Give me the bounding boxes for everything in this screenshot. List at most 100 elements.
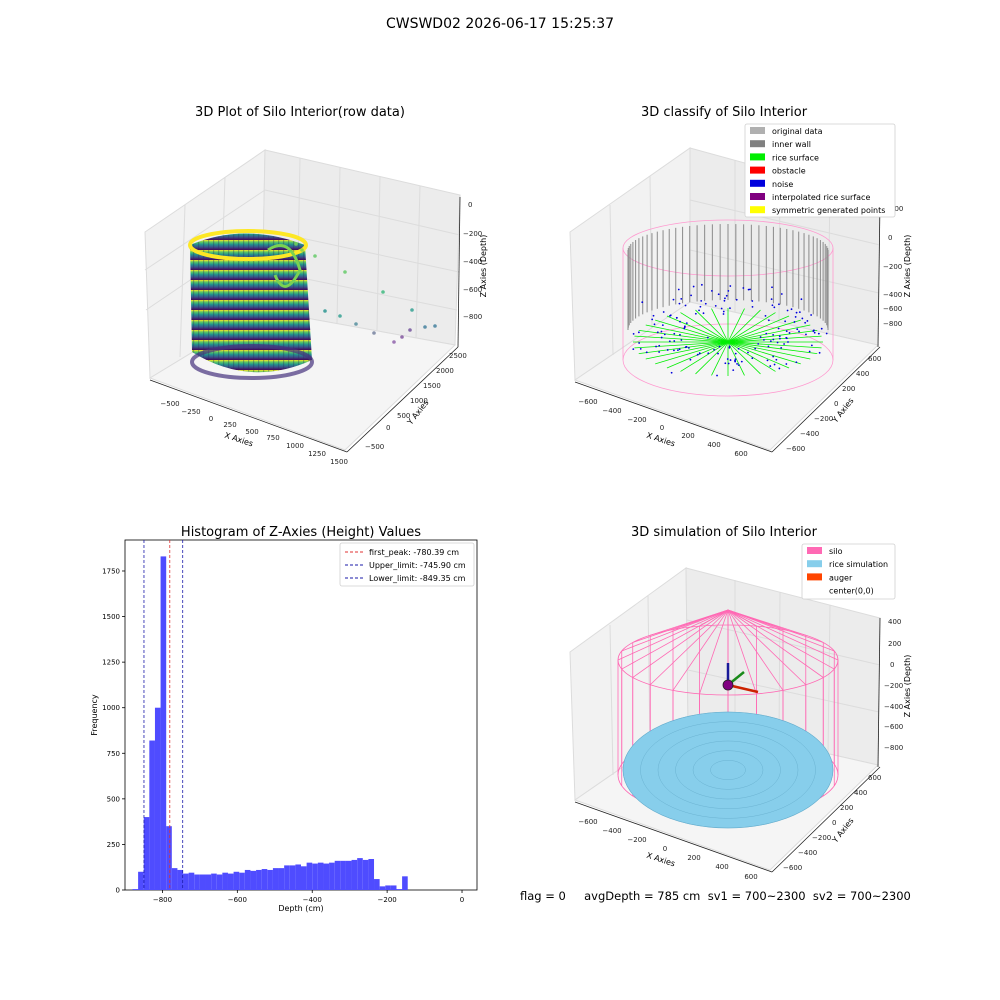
sim-ztick: 0: [890, 661, 894, 669]
noise-point: [700, 283, 703, 286]
noise-point: [763, 338, 765, 341]
hist-bar: [233, 871, 240, 890]
data-point: [300, 248, 304, 252]
noise-point: [742, 287, 745, 289]
noise-point: [680, 339, 683, 341]
classify-ztick: −600: [883, 305, 902, 313]
classify-xtick: −200: [627, 416, 646, 424]
noise-point: [670, 371, 673, 374]
noise-point: [818, 351, 821, 354]
noise-point: [751, 300, 754, 302]
noise-point: [767, 319, 770, 322]
hist-bar: [267, 869, 273, 890]
noise-point: [728, 346, 731, 349]
noise-point: [775, 358, 778, 361]
silo-roof-line: [632, 609, 729, 678]
hist-legend: first_peak: -780.39 cm Upper_limit: -745.…: [339, 542, 475, 587]
hist-xtick-label: −600: [228, 896, 247, 904]
noise-point: [751, 357, 754, 360]
noise-point: [727, 290, 730, 292]
noise-point: [773, 363, 776, 366]
noise-point: [736, 362, 738, 365]
hist-bar: [138, 871, 144, 890]
sim-ztick: −600: [884, 723, 903, 731]
classify-rice-surface: [633, 308, 823, 376]
sim-legend: silo rice simulation auger center(0,0): [801, 543, 896, 600]
data-point: [372, 331, 376, 335]
silo-roof-line: [621, 609, 729, 652]
silo-roof-line: [727, 609, 807, 686]
data-point: [392, 340, 396, 344]
surface-ray: [638, 329, 729, 343]
noise-point: [778, 303, 780, 306]
silo-roof-line: [727, 609, 784, 691]
legend-swatch: [750, 153, 765, 161]
legend-swatch: [750, 140, 765, 148]
rice-mesh-ring: [675, 740, 781, 800]
noise-point: [690, 294, 693, 297]
raw-xtick: 250: [223, 421, 236, 429]
surface-ray: [727, 308, 745, 343]
raw-ytick: 2000: [436, 367, 454, 375]
surface-ray: [727, 341, 790, 369]
noise-point: [683, 327, 686, 330]
hist-yticks: 0 250 500 750 1000 1250 1500 1750: [102, 567, 125, 895]
legend-label: first_peak: -780.39 cm: [369, 548, 459, 557]
hist-xlabel: Depth (cm): [278, 904, 323, 913]
legend-label: auger: [829, 573, 853, 582]
surface-ray: [634, 335, 729, 343]
raw-silo-wall: [188, 229, 314, 380]
data-point: [381, 290, 385, 294]
noise-point: [773, 306, 776, 309]
noise-point: [747, 288, 750, 291]
noise-point: [785, 363, 788, 365]
surface-ray: [645, 324, 729, 343]
noise-point: [658, 344, 661, 347]
noise-point: [734, 352, 737, 355]
hist-bar: [362, 859, 369, 890]
noise-point: [660, 330, 663, 333]
sim-xlabel: X Axies: [645, 851, 676, 869]
classify-zlabel: Z Axies (Depth): [903, 235, 912, 298]
legend-label: rice simulation: [829, 560, 888, 569]
hist-bars: [132, 556, 408, 890]
classify-xtick: −400: [602, 407, 621, 415]
noise-point: [713, 348, 715, 351]
noise-point: [704, 302, 707, 305]
surface-ray: [727, 315, 790, 343]
hist-bar: [402, 876, 408, 890]
noise-point: [632, 332, 635, 335]
noise-point: [727, 362, 730, 365]
hist-bar: [160, 556, 167, 890]
noise-point: [677, 349, 679, 352]
sim-ztick: −200: [884, 682, 903, 690]
raw-ytick: −500: [365, 443, 384, 451]
raw-xtick: 1250: [308, 450, 326, 458]
noise-point: [729, 307, 731, 310]
noise-point: [698, 352, 701, 355]
noise-point: [766, 359, 769, 362]
panel-classify-3d: 3D classify of Silo Interior −600 −400 −…: [569, 105, 912, 458]
hist-xtick-label: 0: [460, 896, 464, 904]
hist-bar: [345, 860, 352, 890]
raw-ztick: −600: [463, 286, 482, 294]
noise-point: [747, 351, 749, 354]
sim-ticks: −600 −400 −200 0 200 400 600 −600 −400 −…: [578, 618, 903, 881]
noise-point: [777, 327, 780, 330]
hist-bar: [379, 886, 386, 890]
rice-simulation-surface: [622, 711, 834, 829]
hist-bar: [222, 872, 228, 890]
surface-ray: [727, 319, 801, 343]
silo-roof-line: [727, 609, 757, 694]
legend-swatch: [807, 573, 822, 581]
noise-point: [716, 374, 718, 377]
surface-ray: [727, 341, 822, 349]
raw-ytick: 1500: [423, 382, 441, 390]
noise-point: [751, 306, 754, 308]
noise-point: [679, 320, 681, 323]
noise-point: [808, 350, 811, 353]
raw-ticks: −500 −250 0 250 500 750 1000 1250 1500 −…: [160, 201, 482, 466]
panel-classify-title: 3D classify of Silo Interior: [641, 105, 808, 120]
hist-bar: [340, 860, 346, 890]
legend-label: rice surface: [772, 153, 819, 162]
